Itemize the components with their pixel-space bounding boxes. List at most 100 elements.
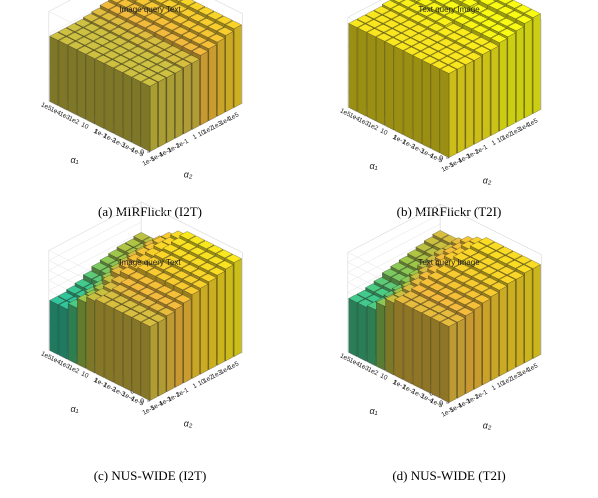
bar-face-top — [199, 262, 216, 271]
bar-face-top — [426, 2, 443, 11]
alpha1-tick-label: 1e2 — [366, 366, 379, 377]
bar-face-top — [157, 60, 174, 69]
bar-face-top — [465, 301, 482, 310]
bar-face-side — [123, 72, 132, 143]
alpha1-tick-label: 1 — [391, 134, 398, 142]
bars — [348, 230, 541, 403]
bar-face-top — [91, 262, 108, 271]
bar-face-top — [166, 301, 183, 310]
bar-face-side — [357, 27, 367, 117]
bar-face-side — [113, 308, 123, 388]
bar-face-top — [446, 32, 463, 41]
bar-face-top — [448, 302, 465, 312]
bar-face-top — [129, 36, 146, 45]
alpha1-tick-label: 1e3 — [357, 117, 370, 128]
bar-face-side — [58, 304, 68, 360]
bar-face-top — [180, 8, 197, 18]
bar-face-top — [456, 296, 473, 305]
bar-face-top — [162, 244, 179, 253]
bar-face-side — [412, 55, 422, 145]
alpha2-tick-label: 1e2 — [501, 130, 514, 141]
bar-face-front — [191, 290, 200, 379]
bar-face-top — [113, 55, 130, 64]
bar-face-top — [171, 15, 189, 24]
bar-face-top — [197, 6, 215, 16]
bar-face-side — [132, 77, 141, 148]
bar-face-side — [67, 303, 77, 365]
bar-face-top — [146, 36, 163, 45]
bar-face-top — [455, 285, 472, 294]
bar-face-top — [120, 278, 137, 287]
bar-face-top — [188, 2, 205, 11]
bar-face-top — [200, 273, 217, 282]
bar-face-top — [448, 60, 466, 70]
bar-face-top — [182, 42, 199, 51]
bar-face-top — [139, 287, 156, 296]
bar-face-top — [480, 19, 498, 28]
bar-face-top — [470, 4, 488, 13]
bar-face-top — [488, 1, 505, 10]
bar-face-top — [439, 56, 456, 65]
bar-face-top — [86, 50, 103, 59]
alpha1-axis-label: α₁ — [70, 155, 78, 165]
bar-face-top — [424, 236, 441, 246]
bar-face-side — [58, 40, 68, 111]
bar-face-front — [200, 283, 209, 375]
bar-face-top — [470, 241, 487, 251]
bar-face-top — [366, 28, 384, 37]
bar-face-top — [139, 60, 157, 69]
bar-face-side — [385, 298, 394, 376]
bar-face-top — [410, 24, 427, 33]
bar-face-top — [162, 10, 179, 20]
bar-face-top — [434, 0, 452, 5]
bar-face-top — [428, 23, 445, 32]
alpha1-tick-label: 1e4 — [348, 112, 361, 123]
bar-face-top — [127, 14, 144, 24]
alpha2-tick-label: 1e3 — [509, 371, 522, 382]
alpha1-tick-label: 1e2 — [67, 364, 80, 375]
bar-face-top — [462, 257, 479, 266]
bars — [49, 230, 242, 401]
bar-face-top — [419, 29, 436, 38]
alpha2-tick-label: 10 — [197, 129, 207, 139]
bar-face-top — [376, 33, 393, 42]
bar-face-front — [448, 69, 457, 158]
bar-face-top — [112, 284, 129, 293]
bar-face-top — [198, 18, 215, 27]
alpha1-tick-label: 1e4 — [49, 106, 62, 117]
bar-face-top — [110, 27, 127, 36]
bar-face-top — [66, 285, 83, 294]
bar-face-top — [161, 0, 179, 8]
bar-face-front — [474, 56, 482, 145]
bar-face-top — [366, 19, 383, 28]
bar-face-top — [456, 47, 473, 56]
alpha1-tick-label: 1e5 — [40, 350, 53, 361]
bar-face-front — [524, 268, 533, 364]
bar-face-top — [420, 38, 437, 47]
bar-face-front — [217, 271, 225, 366]
bar-face-top — [137, 30, 154, 40]
bar — [440, 318, 457, 403]
bar-face-top — [191, 268, 208, 278]
bar-face-top — [171, 248, 189, 258]
bar-face-top — [471, 14, 488, 24]
bar-face-front — [516, 275, 524, 368]
bar-face-top — [496, 246, 514, 255]
bar-face-front — [233, 258, 242, 357]
alpha1-tick-label: 1e2 — [67, 115, 80, 126]
alpha2-tick-label: 1e-1 — [175, 387, 190, 399]
bar-face-top — [454, 263, 471, 272]
bar-face-side — [77, 49, 86, 120]
bar-face-top — [457, 56, 474, 65]
bar-face-top — [356, 289, 374, 299]
bar-face-top — [436, 17, 453, 26]
bar-face-top — [506, 0, 523, 9]
bar-face-side — [95, 299, 105, 378]
bar-face-top — [457, 307, 474, 316]
bar-face-top — [516, 264, 533, 274]
bar-face-top — [480, 266, 498, 275]
bar-face-top — [461, 248, 478, 257]
bar-face-top — [208, 267, 225, 276]
bar-face-top — [125, 238, 142, 248]
bar-face-top — [422, 56, 439, 65]
